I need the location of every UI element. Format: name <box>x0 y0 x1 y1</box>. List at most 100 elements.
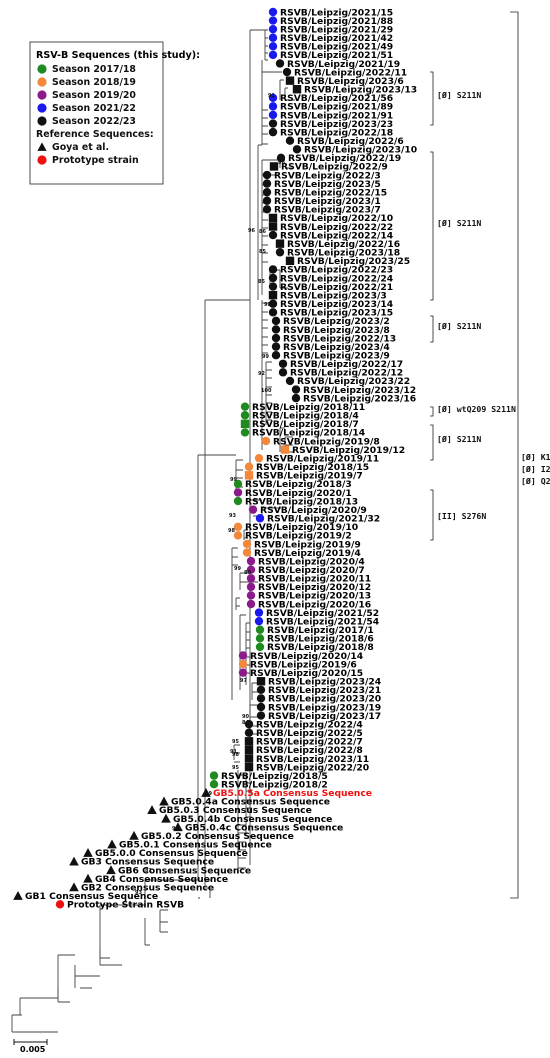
leaf-label: RSVB/Leipzig/2021/88 <box>280 16 393 27</box>
clade-annotation: [Ø] wtQ209 S211N <box>437 404 516 414</box>
leaf-label: GB5.0.2 Consensus Sequence <box>141 831 294 842</box>
leaf-marker <box>246 565 256 574</box>
leaf-marker <box>255 514 265 523</box>
bootstrap-value: 97 <box>240 678 247 684</box>
bootstrap-value: 91 <box>268 93 275 99</box>
clade-annotation: [II] S276N <box>437 511 486 521</box>
leaf-marker <box>240 419 250 429</box>
legend-season-marker <box>37 77 47 87</box>
leaf-marker <box>291 393 301 403</box>
leaf-marker <box>292 145 302 154</box>
leaf-marker <box>201 787 211 797</box>
clade-annotation: [Ø] S211N <box>437 434 481 444</box>
leaf-label: RSVB/Leipzig/2021/51 <box>280 50 393 61</box>
leaf-label: RSVB/Leipzig/2019/12 <box>292 445 405 456</box>
leaf-marker <box>233 488 243 497</box>
legend-reference-title: Reference Sequences: <box>36 129 154 140</box>
leaf-marker <box>256 694 266 703</box>
leaf-marker <box>271 342 281 351</box>
leaf-marker <box>275 59 285 68</box>
leaf-label: GB5.0.0 Consensus Sequence <box>95 848 248 859</box>
leaf-label: RSVB/Leipzig/2021/15 <box>280 7 393 18</box>
leaf-label: RSVB/Leipzig/2018/2 <box>221 780 328 791</box>
leaf-marker <box>285 376 295 386</box>
leaf-label: RSVB/Leipzig/2020/12 <box>258 582 371 593</box>
legend-reference-marker <box>37 155 47 165</box>
tree-leaves: RSVB/Leipzig/2021/15RSVB/Leipzig/2021/88… <box>13 7 417 911</box>
leaf-label: RSVB/Leipzig/2022/22 <box>280 222 393 233</box>
leaf-marker <box>159 796 169 806</box>
bootstrap-value: 85 <box>259 249 266 255</box>
leaf-label: RSVB/Leipzig/2021/91 <box>280 110 393 121</box>
leaf-label: RSVB/Leipzig/2023/11 <box>256 754 369 765</box>
leaf-marker <box>268 110 278 120</box>
bootstrap-value: 99 <box>234 566 241 572</box>
leaf-label: RSVB/Leipzig/2023/14 <box>280 299 393 310</box>
bootstrap-value: 98 <box>228 528 235 534</box>
leaf-label: RSVB/Leipzig/2021/89 <box>280 102 393 113</box>
leaf-marker <box>269 162 279 171</box>
leaf-label: RSVB/Leipzig/2018/6 <box>267 634 374 645</box>
leaf-label: RSVB/Leipzig/2020/4 <box>258 556 365 567</box>
leaf-marker <box>246 574 256 583</box>
bootstrap-value: 100 <box>261 388 272 394</box>
legend-season-marker <box>37 64 47 74</box>
leaf-marker <box>161 813 171 823</box>
leaf-marker <box>268 127 278 137</box>
leaf-label: RSVB/Leipzig/2017/1 <box>267 625 374 636</box>
leaf-marker <box>268 308 278 317</box>
leaf-marker <box>238 651 248 660</box>
leaf-marker <box>292 85 302 94</box>
bootstrap-value: 81 <box>145 868 152 874</box>
leaf-label: RSVB/Leipzig/2023/12 <box>303 385 416 396</box>
legend-box <box>29 41 164 185</box>
leaf-label: RSVB/Leipzig/2022/8 <box>256 745 363 756</box>
leaf-label: RSVB/Leipzig/2021/52 <box>266 608 379 619</box>
leaf-marker <box>209 780 219 789</box>
leaf-label: RSVB/Leipzig/2022/5 <box>256 728 363 739</box>
leaf-marker <box>256 711 266 720</box>
bootstrap-value: 99 <box>230 477 237 483</box>
leaf-marker <box>233 496 243 506</box>
leaf-marker <box>256 685 266 695</box>
leaf-label: GB6 Consensus Sequence <box>118 865 251 876</box>
leaf-marker <box>244 471 254 480</box>
leaf-label: RSVB/Leipzig/2019/2 <box>245 531 352 542</box>
leaf-label: RSVB/Leipzig/2022/11 <box>294 67 407 78</box>
leaf-marker <box>268 50 278 60</box>
leaf-label: GB3 Consensus Sequence <box>81 857 214 868</box>
leaf-label: RSVB/Leipzig/2022/24 <box>280 273 393 284</box>
leaf-marker <box>268 16 278 25</box>
leaf-label: RSVB/Leipzig/2022/17 <box>290 359 403 370</box>
leaf-marker <box>268 102 278 111</box>
leaf-marker <box>271 316 281 326</box>
bootstrap-value: 95 <box>232 765 239 771</box>
leaf-marker <box>256 677 266 686</box>
leaf-label: GB2 Consensus Sequence <box>81 882 214 893</box>
leaf-marker <box>69 856 79 866</box>
bootstrap-value: 80 <box>244 570 251 576</box>
leaf-marker <box>255 625 265 634</box>
leaf-marker <box>246 582 256 592</box>
scale-bar: 0.005 <box>13 1039 48 1054</box>
leaf-marker <box>233 531 243 540</box>
bootstrap-value: 91 <box>230 749 237 755</box>
leaf-label: GB1 Consensus Sequence <box>25 891 158 902</box>
leaf-label: RSVB/Leipzig/2020/13 <box>258 591 371 602</box>
bootstrap-value: 98 <box>264 302 271 308</box>
leaf-label: RSVB/Leipzig/2018/14 <box>252 428 365 439</box>
leaf-marker <box>242 548 252 557</box>
leaf-marker <box>268 299 278 308</box>
bootstrap-value: 99 <box>205 791 212 797</box>
leaf-label: RSVB/Leipzig/2023/3 <box>280 290 387 301</box>
leaf-marker <box>248 505 258 514</box>
leaf-label: RSVB/Leipzig/2022/21 <box>280 282 393 293</box>
leaf-marker <box>268 93 278 103</box>
leaf-marker <box>83 848 93 857</box>
leaf-label: RSVB/Leipzig/2018/11 <box>252 402 365 413</box>
leaf-marker <box>271 333 281 343</box>
leaf-marker <box>285 76 295 85</box>
leaf-label: RSVB/Leipzig/2022/15 <box>274 187 387 198</box>
leaf-marker <box>244 728 254 737</box>
legend-season-marker <box>37 90 47 100</box>
